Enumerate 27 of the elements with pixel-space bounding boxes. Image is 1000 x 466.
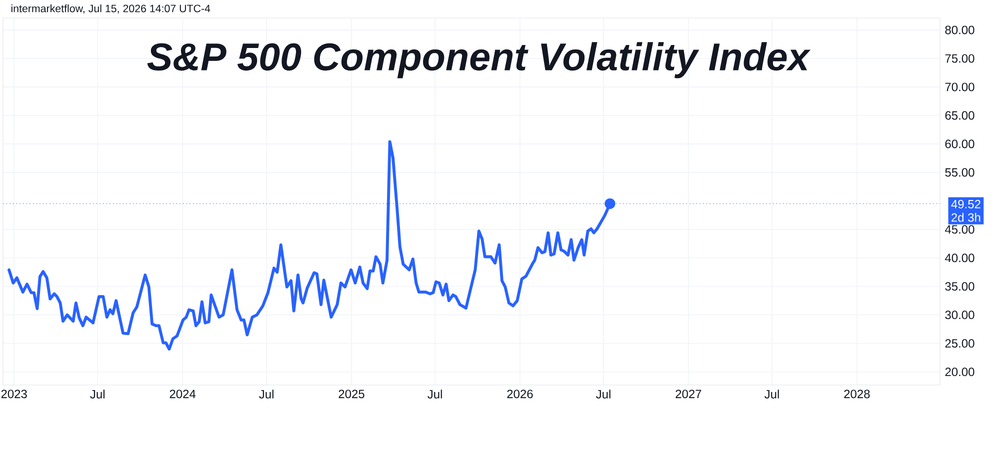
x-tick-label: 2028 [844, 390, 870, 398]
y-tick-label: 65.00 [945, 111, 974, 120]
y-tick-label: 60.00 [945, 140, 974, 148]
text: S&P 500 Component Volatility Index [147, 42, 811, 78]
x-tick-label: Jul [764, 390, 779, 399]
x-tick-label: Jul [596, 390, 610, 399]
x-tick-label: Jul [90, 390, 104, 399]
x-tick-label: 2026 [507, 390, 533, 398]
x-tick-label: 2025 [338, 390, 364, 398]
x-tick-label: 2024 [170, 390, 196, 398]
y-tick-label: 75.00 [945, 54, 974, 63]
y-tick-label: 40.00 [944, 254, 974, 262]
text: intermarketflow, Jul 15, 2026 14:07 UTC-4 [11, 4, 210, 14]
y-tick-label: 80.00 [945, 26, 974, 34]
y-tick-label: 25.00 [945, 339, 974, 348]
text: 2d 3h [952, 212, 980, 222]
x-tick-label: 2023 [1, 390, 27, 398]
y-tick-label: 70.00 [945, 82, 974, 92]
y-tick-label: 30.00 [945, 310, 974, 320]
y-tick-label: 35.00 [945, 282, 974, 291]
ref-line-label: 49.52 [951, 200, 980, 208]
y-tick-label: 20.00 [945, 368, 974, 376]
x-tick-label: Jul [428, 390, 442, 399]
x-tick-label: Jul [259, 390, 274, 399]
y-tick-label: 45.00 [944, 225, 974, 234]
x-tick-label: 2027 [676, 390, 702, 398]
y-tick-label: 55.00 [945, 168, 974, 177]
